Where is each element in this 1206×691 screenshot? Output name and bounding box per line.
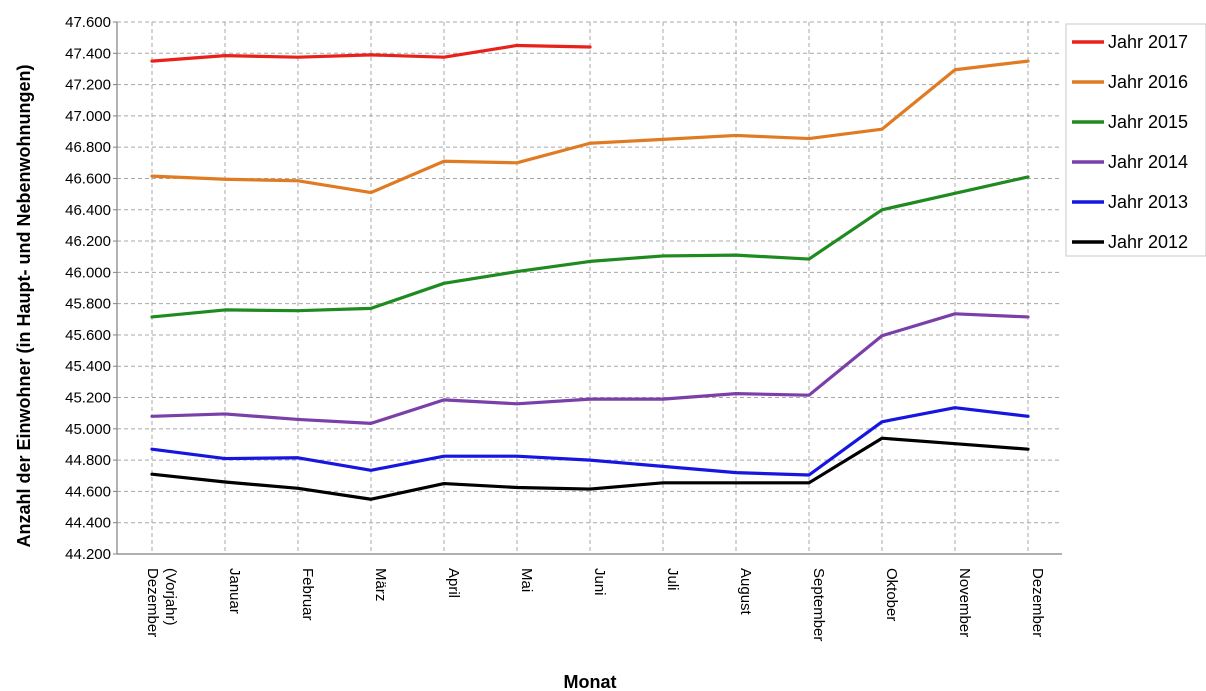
x-tick-text: April bbox=[445, 568, 462, 598]
x-tick-text: Juli bbox=[664, 568, 681, 591]
x-tick-text: Oktober bbox=[883, 568, 900, 621]
y-tick-label: 45.600 bbox=[65, 327, 111, 344]
x-tick-text: Januar bbox=[226, 568, 243, 614]
y-tick-label: 47.400 bbox=[65, 45, 111, 62]
x-tick-label: Dezember (Vorjahr) bbox=[144, 568, 179, 637]
y-tick-label: 44.600 bbox=[65, 483, 111, 500]
series-line bbox=[150, 436, 1030, 501]
x-tick-label: Juni bbox=[591, 568, 608, 596]
series-line bbox=[150, 312, 1030, 425]
x-tick-text: August bbox=[737, 568, 754, 616]
x-tick-text: Dezember bbox=[144, 568, 161, 637]
x-tick-label: Oktober bbox=[883, 568, 900, 621]
x-tick-label: September bbox=[810, 568, 827, 641]
x-tick-label: Mai bbox=[518, 568, 535, 592]
y-tick-label: 45.200 bbox=[65, 390, 111, 407]
axes bbox=[113, 21, 1062, 555]
x-tick-label: April bbox=[445, 568, 462, 598]
x-tick-label: Juli bbox=[664, 568, 681, 591]
y-tick-label: 47.200 bbox=[65, 77, 111, 94]
x-tick-label: August bbox=[737, 568, 754, 616]
grid-lines bbox=[117, 21, 1062, 554]
x-tick-label: Januar bbox=[226, 568, 243, 614]
legend-label: Jahr 2012 bbox=[1108, 232, 1188, 252]
x-tick-text: Juni bbox=[591, 568, 608, 596]
y-tick-label: 45.400 bbox=[65, 358, 111, 375]
y-tick-label: 44.200 bbox=[65, 546, 111, 563]
x-axis-title: Monat bbox=[564, 672, 617, 691]
x-tick-text: Mai bbox=[518, 568, 535, 592]
y-tick-label: 46.600 bbox=[65, 170, 111, 187]
legend-label: Jahr 2015 bbox=[1108, 112, 1188, 132]
y-tick-label: 46.800 bbox=[65, 139, 111, 156]
series-line bbox=[150, 175, 1030, 319]
series-lines bbox=[150, 43, 1030, 501]
y-axis-title: Anzahl der Einwohner (in Haupt- und Nebe… bbox=[14, 65, 34, 548]
legend-box bbox=[1065, 23, 1206, 257]
x-tick-text: September bbox=[810, 568, 827, 641]
legend-label: Jahr 2013 bbox=[1108, 192, 1188, 212]
x-tick-label: Februar bbox=[299, 568, 316, 621]
x-tick-label: März bbox=[372, 568, 389, 601]
x-tick-text: Dezember bbox=[1029, 568, 1046, 637]
series-line bbox=[150, 59, 1030, 195]
legend-label: Jahr 2014 bbox=[1108, 152, 1188, 172]
y-tick-label: 46.200 bbox=[65, 233, 111, 250]
y-tick-label: 44.800 bbox=[65, 452, 111, 469]
y-tick-label: 47.600 bbox=[65, 14, 111, 31]
x-tick-text: Februar bbox=[299, 568, 316, 621]
y-tick-label: 46.400 bbox=[65, 202, 111, 219]
x-tick-labels: Dezember (Vorjahr) Januar Februar März April M… bbox=[144, 568, 1046, 641]
y-tick-labels: 44.200 44.400 44.600 44.800 45.000 45.200 45.4… bbox=[65, 14, 111, 563]
y-tick-label: 47.000 bbox=[65, 108, 111, 125]
y-tick-label: 45.800 bbox=[65, 296, 111, 313]
x-tick-text: (Vorjahr) bbox=[162, 568, 179, 626]
series-line bbox=[150, 406, 1030, 477]
y-tick-label: 45.000 bbox=[65, 421, 111, 438]
y-tick-label: 44.400 bbox=[65, 515, 111, 532]
x-tick-text: November bbox=[956, 568, 973, 637]
series-line bbox=[150, 43, 592, 63]
x-tick-text: März bbox=[372, 568, 389, 601]
y-tick-label: 46.000 bbox=[65, 264, 111, 281]
legend-label: Jahr 2017 bbox=[1108, 32, 1188, 52]
x-tick-label: Dezember bbox=[1029, 568, 1046, 637]
x-tick-label: November bbox=[956, 568, 973, 637]
legend-label: Jahr 2016 bbox=[1108, 72, 1188, 92]
legend: Jahr 2017 Jahr 2016 Jahr 2015 Jahr 2014 Jahr… bbox=[1065, 23, 1206, 257]
